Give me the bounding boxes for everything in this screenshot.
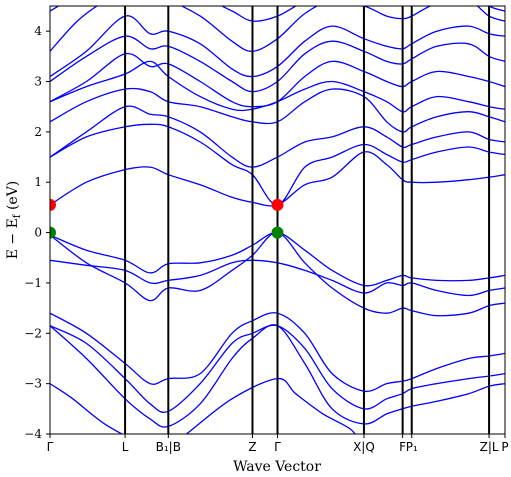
x-tick-label-2: L [122,440,129,454]
x-tick-label-4: Z [248,440,256,454]
y-axis-title-unit: (eV) [5,181,21,215]
band-line-14 [50,35,505,93]
x-tick-label-9: Z|L [480,440,499,454]
band-line-5 [50,324,505,413]
x-tick-label-3: B₁|B [156,440,181,454]
y-tick-label-1: −4 [24,427,42,441]
y-tick-label-3: −2 [24,326,42,340]
y-tick-label-6: 1 [34,175,42,189]
band-line-11 [50,87,505,133]
x-tick-label-7: F [399,440,406,454]
y-tick-label-5: 0 [34,226,42,240]
y-tick-label-9: 4 [34,24,42,38]
x-tick-label-5: Γ [274,440,281,454]
y-axis-title-sub: f [12,213,23,218]
band-line-7 [50,377,406,434]
x-tick-label-10: P [501,440,508,454]
band-edge-marker-2 [50,226,56,239]
band-line-8 [50,151,505,207]
band-line-9 [50,123,505,206]
band-line-16 [50,6,505,52]
y-axis-title: E − Ef (eV) [5,181,23,260]
band-line-4 [50,312,505,393]
band-lines [50,6,505,434]
band-edge-markers [50,198,284,239]
band-line-12 [50,60,505,113]
y-axis-ticks: −4 −3 −2 −1 0 1 2 3 4 [24,24,50,441]
band-edge-marker-1 [50,198,56,211]
band-line-1 [50,231,505,287]
x-tick-label-1: Γ [47,440,54,454]
y-axis-title-main: E − E [5,218,21,259]
band-line-6 [50,324,505,428]
kpoint-divider-lines [124,6,491,434]
x-axis-title: Wave Vector [233,459,321,475]
band-line-3 [50,259,505,297]
band-edge-marker-3 [271,198,284,211]
y-tick-label-4: −1 [24,276,42,290]
band-edge-marker-4 [271,226,284,239]
band-line-10 [50,105,505,168]
x-tick-label-8: P₁ [406,440,418,454]
x-axis-ticks: Γ L B₁|B Z Γ X|Q F P₁ Z|L P [47,434,509,454]
y-tick-label-2: −3 [24,377,42,391]
y-tick-label-7: 2 [34,125,42,139]
y-tick-label-8: 3 [34,75,42,89]
band-line-2 [50,231,505,317]
band-line-13 [50,52,505,108]
band-line-15 [50,15,505,78]
x-tick-label-6: X|Q [353,440,375,454]
